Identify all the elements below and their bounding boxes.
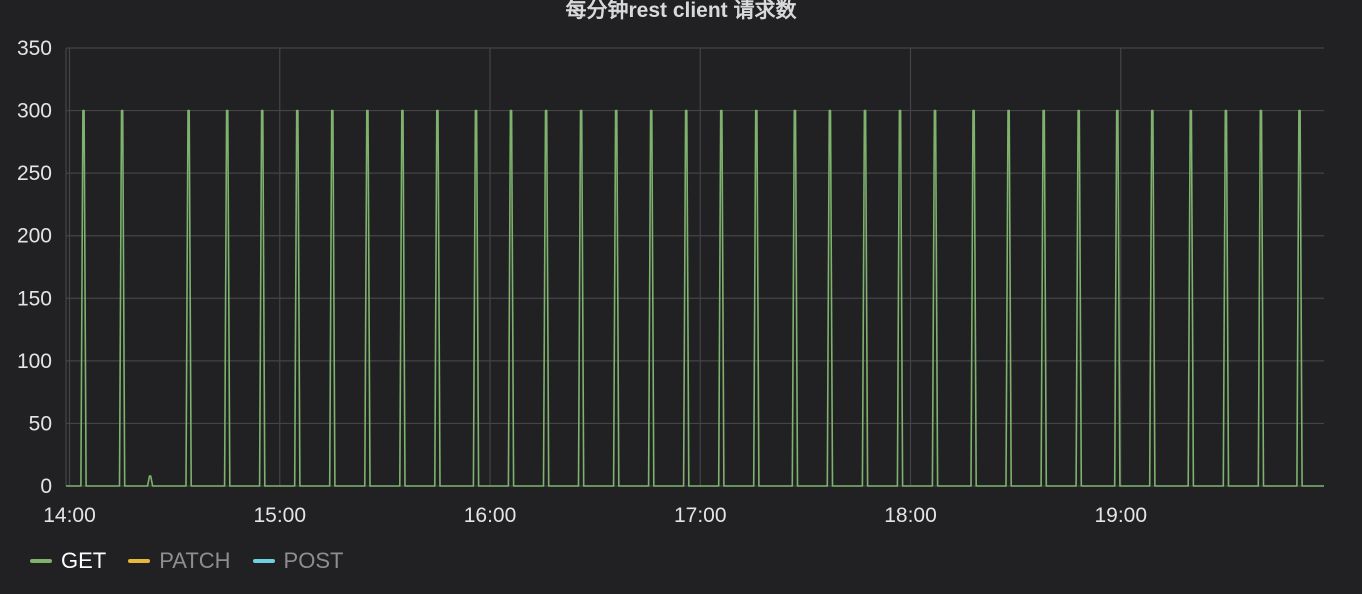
legend-swatch-post xyxy=(252,559,275,563)
y-tick-label: 300 xyxy=(17,100,52,123)
x-tick-label: 19:00 xyxy=(1094,504,1147,527)
x-tick-label: 16:00 xyxy=(464,504,517,527)
y-tick-label: 100 xyxy=(17,350,52,373)
y-tick-label: 150 xyxy=(17,287,52,310)
grid xyxy=(65,47,1324,487)
y-axis: 0 50 100 150 200 250 300 350 xyxy=(17,37,52,498)
legend-item-get[interactable]: GET xyxy=(30,548,106,574)
legend: GET PATCH POST xyxy=(30,548,365,574)
legend-swatch-get xyxy=(30,559,52,563)
y-tick-label: 50 xyxy=(29,412,52,435)
y-tick-label: 250 xyxy=(17,162,52,185)
y-tick-label: 350 xyxy=(17,37,52,60)
legend-label-post: POST xyxy=(283,548,344,573)
legend-label-patch: PATCH xyxy=(159,548,231,573)
series-line-get xyxy=(66,109,1324,487)
x-axis: 14:00 15:00 16:00 17:00 18:00 19:00 xyxy=(43,504,1147,527)
legend-item-post[interactable]: POST xyxy=(252,548,344,574)
legend-label-get: GET xyxy=(61,548,107,573)
legend-swatch-patch xyxy=(128,559,151,563)
legend-item-patch[interactable]: PATCH xyxy=(128,548,231,574)
x-tick-label: 17:00 xyxy=(674,504,727,527)
x-tick-label: 14:00 xyxy=(43,504,96,527)
plot-area xyxy=(66,109,1324,487)
y-tick-label: 200 xyxy=(17,225,52,248)
chart-title: 每分钟rest client 请求数 xyxy=(565,0,797,22)
y-tick-label: 0 xyxy=(40,475,52,498)
x-tick-label: 18:00 xyxy=(884,504,937,527)
x-tick-label: 15:00 xyxy=(253,504,306,527)
